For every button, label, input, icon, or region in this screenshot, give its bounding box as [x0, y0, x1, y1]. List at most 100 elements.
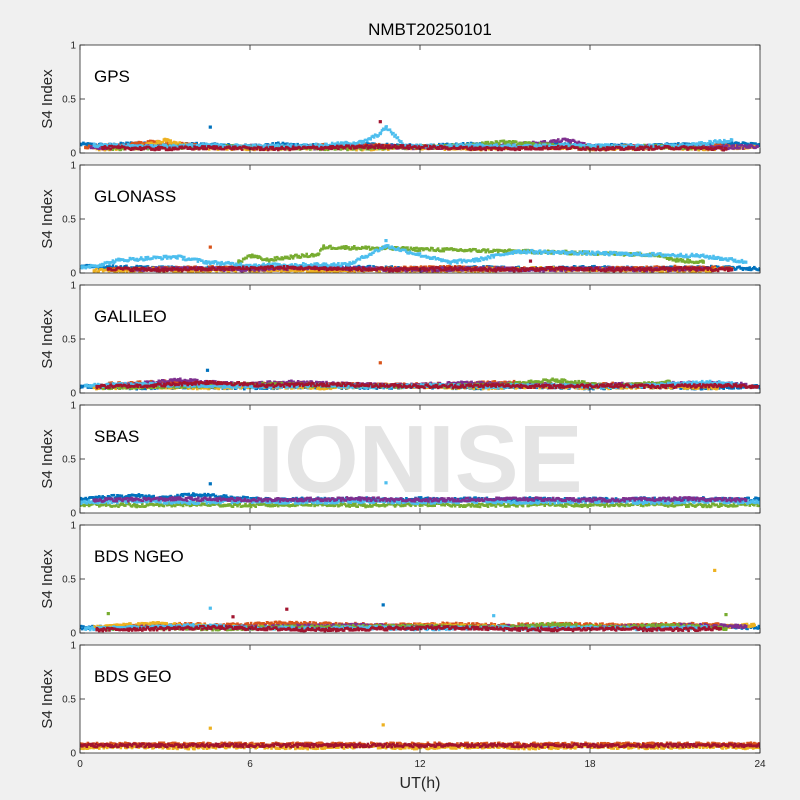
data-point	[294, 143, 298, 146]
data-point	[308, 148, 312, 151]
data-point	[309, 143, 312, 146]
data-point	[611, 147, 615, 151]
data-point	[598, 143, 601, 147]
data-point	[430, 144, 434, 148]
data-point	[517, 145, 520, 149]
series-marks	[92, 125, 734, 150]
data-point	[599, 145, 603, 148]
data-point	[287, 146, 290, 150]
data-point	[275, 147, 279, 150]
data-point	[441, 146, 445, 150]
data-point	[411, 144, 414, 147]
data-point	[569, 140, 572, 144]
data-point	[255, 147, 259, 151]
data-point	[746, 266, 749, 270]
data-point	[694, 148, 697, 151]
data-point	[276, 143, 280, 147]
panel-label: GPS	[94, 67, 130, 86]
data-point	[642, 148, 645, 151]
data-point	[518, 148, 521, 151]
data-point	[274, 142, 278, 145]
data-point	[551, 142, 554, 146]
data-point	[734, 146, 738, 150]
data-point	[647, 148, 651, 151]
data-point	[381, 143, 384, 147]
data-point	[594, 143, 598, 147]
data-point	[724, 147, 728, 151]
data-point	[271, 143, 275, 147]
data-point	[304, 143, 308, 146]
data-point	[342, 141, 345, 145]
data-point	[630, 146, 634, 149]
data-point	[620, 146, 623, 150]
data-point	[406, 144, 409, 148]
data-point	[720, 145, 723, 149]
data-point	[648, 143, 651, 146]
data-point	[528, 145, 532, 148]
data-point	[380, 146, 383, 149]
data-point	[744, 144, 747, 147]
data-point	[138, 145, 142, 149]
data-point	[545, 145, 549, 148]
data-point	[503, 140, 507, 144]
data-point	[627, 145, 630, 149]
data-point	[281, 141, 285, 145]
data-point	[277, 148, 280, 152]
data-point	[222, 146, 225, 149]
data-point	[269, 144, 273, 147]
data-point	[163, 138, 167, 142]
data-point	[730, 141, 734, 145]
data-point	[371, 134, 375, 138]
data-point	[593, 145, 597, 149]
data-point	[674, 146, 678, 149]
data-point	[275, 145, 278, 148]
data-point	[214, 142, 217, 146]
data-point	[452, 145, 456, 148]
data-point	[634, 145, 638, 148]
data-point	[744, 142, 747, 145]
data-point	[596, 145, 600, 149]
data-point	[369, 138, 372, 141]
data-point	[351, 142, 354, 146]
data-point	[427, 147, 431, 150]
data-point	[343, 143, 346, 146]
data-point	[732, 266, 736, 270]
data-point	[222, 147, 226, 151]
data-point	[672, 143, 675, 146]
data-point	[271, 142, 274, 145]
data-point	[489, 146, 492, 150]
data-point	[405, 146, 408, 150]
data-point	[578, 141, 582, 145]
data-point	[126, 143, 130, 146]
y-tick-label: 0.5	[62, 95, 76, 106]
data-point	[710, 146, 713, 150]
data-point	[220, 144, 224, 147]
data-point	[674, 144, 677, 147]
data-point	[182, 143, 185, 147]
data-point	[519, 143, 523, 146]
data-point	[248, 144, 251, 147]
data-point	[155, 145, 158, 148]
data-point	[98, 147, 101, 151]
data-point	[152, 146, 156, 149]
data-point	[667, 146, 671, 150]
data-point	[523, 144, 527, 147]
data-point	[130, 141, 134, 145]
data-point	[260, 146, 263, 149]
data-point	[460, 143, 465, 147]
data-point	[411, 147, 415, 151]
data-point	[704, 146, 707, 149]
data-point	[353, 146, 356, 150]
data-point	[699, 144, 702, 147]
data-point	[681, 147, 685, 150]
data-point	[469, 148, 473, 152]
data-point	[111, 264, 115, 267]
data-point	[164, 143, 167, 147]
data-point	[606, 148, 610, 151]
data-point	[747, 268, 750, 271]
data-point	[355, 148, 358, 152]
data-point	[319, 147, 322, 151]
data-point	[590, 145, 593, 149]
data-point	[205, 147, 209, 150]
